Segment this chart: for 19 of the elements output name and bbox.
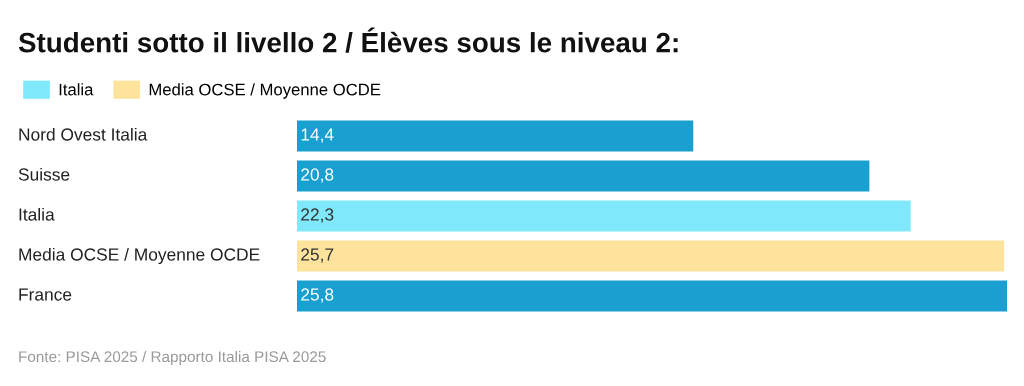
y-tick-label: Suisse: [18, 167, 70, 181]
chart-title: Studenti sotto il livello 2 / Élèves sous le niveau 2:: [18, 27, 678, 53]
bar: [297, 200, 911, 232]
legend-label: Media OCSE / Moyenne OCDE: [149, 83, 381, 99]
data-label: 14,4: [301, 128, 334, 143]
bar: [297, 160, 870, 192]
data-label: 25,7: [301, 248, 334, 263]
y-tick-label: Italia: [19, 207, 55, 221]
data-label: 25,8: [301, 288, 334, 303]
data-label: 20,8: [301, 168, 334, 183]
y-tick-label: France: [19, 288, 72, 301]
legend-label: Italia: [59, 83, 94, 96]
source-note: Fonte: PISA 2025 / Rapporto Italia PISA 2025: [19, 350, 326, 366]
data-label: 22,3: [301, 208, 334, 223]
y-tick-label: Nord Ovest Italia: [19, 127, 148, 141]
bar: [297, 280, 1007, 312]
y-tick-label: Media OCSE / Moyenne OCDE: [19, 247, 260, 265]
bar: [297, 240, 1005, 272]
bar: [297, 120, 694, 152]
